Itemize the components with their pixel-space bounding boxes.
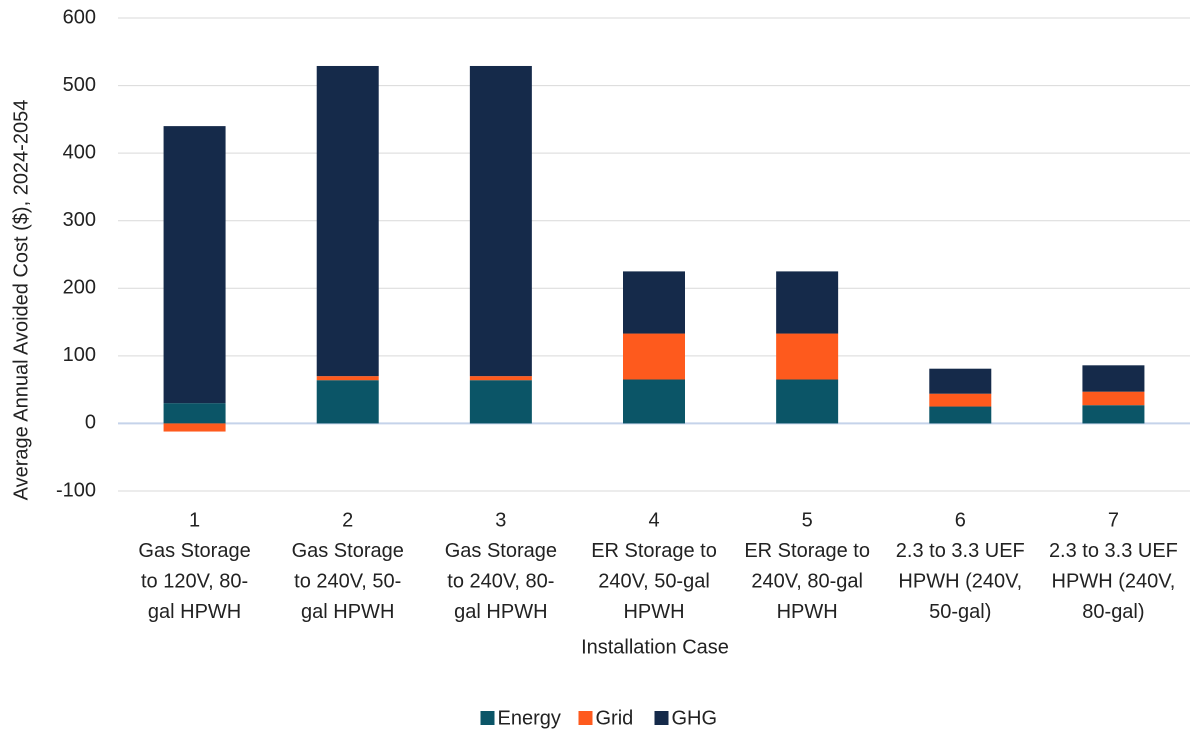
x-tick-label: Gas Storage (138, 540, 250, 562)
x-tick-label: Gas Storage (292, 540, 404, 562)
bar-segment (776, 271, 839, 334)
y-tick-label: -100 (56, 479, 96, 501)
bar-segment (929, 406, 992, 424)
bar-segment (623, 271, 685, 334)
x-tick-label: ER Storage to (744, 540, 870, 562)
x-tick-label: gal HPWH (148, 601, 241, 623)
bar-segment (163, 423, 226, 432)
bar-segment (469, 380, 532, 424)
bar-segment (929, 393, 992, 407)
bar-segment (469, 376, 532, 381)
bar-segment (163, 403, 226, 424)
y-tick-label: 500 (63, 74, 96, 96)
legend-label: Energy (498, 707, 561, 729)
x-tick-label: 2.3 to 3.3 UEF (896, 540, 1025, 562)
bar-segment (929, 368, 992, 394)
bar-segment (469, 65, 532, 377)
x-tick-label: 2.3 to 3.3 UEF (1049, 540, 1178, 562)
bar-segment (1082, 365, 1145, 392)
bar-segment (1082, 391, 1145, 406)
legend-swatch (654, 711, 669, 725)
x-tick-label: 240V, 50-gal (598, 570, 710, 592)
bar-segment (623, 379, 685, 424)
x-axis-label: Installation Case (581, 636, 729, 658)
bar-segment (316, 376, 379, 381)
x-tick-label: gal HPWH (454, 601, 547, 623)
x-tick-label: Gas Storage (445, 540, 557, 562)
y-axis-label: Average Annual Avoided Cost ($), 2024-20… (10, 100, 32, 501)
x-tick-label: 1 (189, 509, 200, 531)
legend-label: Grid (596, 707, 634, 729)
x-tick-label: 240V, 80-gal (751, 570, 863, 592)
y-tick-label: 600 (63, 6, 96, 28)
bar-segment (1082, 405, 1145, 424)
x-tick-label: 50-gal) (929, 601, 991, 623)
x-tick-label: to 120V, 80- (141, 570, 248, 592)
y-tick-label: 100 (63, 344, 96, 366)
x-tick-label: 80-gal) (1082, 601, 1144, 623)
bar-segment (776, 333, 839, 380)
y-tick-label: 400 (63, 141, 96, 163)
x-tick-label: 3 (495, 509, 506, 531)
legend-label: GHG (672, 707, 718, 729)
x-tick-label: HPWH (240V, (898, 570, 1022, 592)
y-tick-label: 300 (63, 209, 96, 231)
x-tick-label: gal HPWH (301, 601, 394, 623)
x-tick-label: 7 (1108, 509, 1119, 531)
x-tick-label: HPWH (623, 601, 684, 623)
x-tick-label: ER Storage to (591, 540, 717, 562)
bar-segment (163, 126, 226, 404)
bar-segment (776, 379, 839, 424)
x-tick-label: 4 (648, 509, 659, 531)
bar-segment (316, 65, 379, 377)
x-tick-label: to 240V, 50- (294, 570, 401, 592)
bar-segment (623, 333, 685, 380)
y-tick-label: 200 (63, 277, 96, 299)
x-tick-label: HPWH (240V, (1052, 570, 1176, 592)
legend-swatch (578, 711, 593, 725)
y-tick-label: 0 (85, 412, 96, 434)
bar-segment (316, 380, 379, 424)
x-tick-label: to 240V, 80- (447, 570, 554, 592)
x-tick-label: 5 (802, 509, 813, 531)
x-tick-label: 2 (342, 509, 353, 531)
x-tick-label: 6 (955, 509, 966, 531)
legend-swatch (480, 711, 495, 725)
x-tick-label: HPWH (777, 601, 838, 623)
